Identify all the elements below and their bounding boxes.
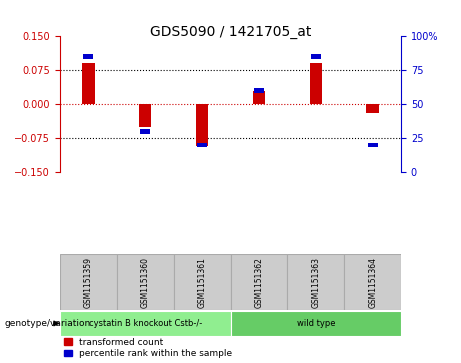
Text: GSM1151360: GSM1151360 [141, 257, 150, 308]
Bar [367, 143, 378, 147]
Bar [139, 105, 152, 127]
Text: GSM1151359: GSM1151359 [84, 257, 93, 308]
Bar [230, 311, 401, 336]
Bar [253, 91, 265, 105]
Bar [254, 89, 264, 93]
Bar [230, 254, 287, 310]
Bar [309, 62, 322, 105]
Text: cystatin B knockout Cstb-/-: cystatin B knockout Cstb-/- [89, 319, 202, 328]
Bar [60, 254, 117, 310]
Text: GSM1151361: GSM1151361 [198, 257, 207, 308]
Text: GDS5090 / 1421705_at: GDS5090 / 1421705_at [150, 25, 311, 40]
Legend: transformed count, percentile rank within the sample: transformed count, percentile rank withi… [65, 338, 232, 359]
Bar [174, 254, 230, 310]
Text: wild type: wild type [296, 319, 335, 328]
Bar [117, 254, 174, 310]
Text: GSM1151362: GSM1151362 [254, 257, 263, 308]
Text: genotype/variation: genotype/variation [5, 319, 91, 328]
Bar [83, 54, 94, 59]
Bar [287, 254, 344, 310]
Bar [311, 54, 321, 59]
Bar [366, 105, 379, 113]
Bar [344, 254, 401, 310]
Bar [140, 129, 150, 134]
Bar [60, 311, 230, 336]
Text: GSM1151364: GSM1151364 [368, 257, 377, 308]
Text: GSM1151363: GSM1151363 [311, 257, 320, 308]
Bar [197, 143, 207, 147]
Bar [82, 62, 95, 105]
Bar [196, 105, 208, 146]
